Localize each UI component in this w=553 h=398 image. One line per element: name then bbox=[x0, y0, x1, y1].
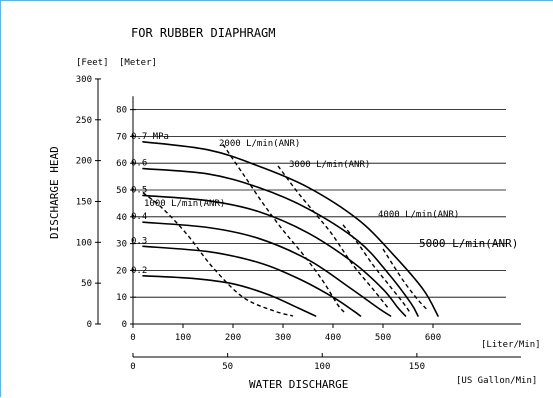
air-curve-label: 5000 L/min(ANR) bbox=[419, 237, 518, 250]
meter-tick-label: 70 bbox=[116, 132, 127, 142]
meter-tick-label: 50 bbox=[116, 186, 127, 196]
feet-tick-label: 150 bbox=[76, 197, 92, 207]
liter-tick-label: 200 bbox=[225, 333, 241, 343]
air-curve-1 bbox=[222, 144, 347, 314]
x-unit-gallon: [US Gallon/Min] bbox=[456, 376, 537, 386]
pressure-label: 0.5 bbox=[131, 185, 147, 195]
meter-tick-label: 20 bbox=[116, 266, 127, 276]
feet-tick-label: 0 bbox=[87, 320, 92, 330]
x-axis-label: WATER DISCHARGE bbox=[249, 378, 348, 391]
air-curve-0 bbox=[142, 192, 294, 317]
feet-tick-label: 250 bbox=[76, 116, 92, 126]
pressure-label: 0.3 bbox=[131, 236, 147, 246]
liter-tick-label: 300 bbox=[275, 333, 291, 343]
meter-tick-label: 80 bbox=[116, 106, 127, 116]
feet-tick-label: 200 bbox=[76, 157, 92, 167]
chart-title: FOR RUBBER DIAPHRAGM bbox=[131, 26, 276, 40]
liter-tick-label: 100 bbox=[175, 333, 191, 343]
liter-tick-label: 0 bbox=[130, 333, 135, 343]
meter-tick-label: 30 bbox=[116, 240, 127, 250]
pressure-curve-2 bbox=[142, 194, 407, 317]
pressure-label: 0.6 bbox=[131, 159, 147, 169]
air-curve-3 bbox=[342, 224, 412, 314]
air-curve-2 bbox=[277, 165, 389, 309]
pressure-curve-0 bbox=[142, 141, 439, 317]
feet-tick-label: 300 bbox=[76, 75, 92, 85]
feet-tick-label: 50 bbox=[81, 279, 92, 289]
feet-tick-label: 100 bbox=[76, 238, 92, 248]
meter-tick-label: 60 bbox=[116, 159, 127, 169]
liter-tick-label: 600 bbox=[425, 333, 441, 343]
pressure-curve-1 bbox=[142, 167, 419, 317]
gallon-tick-label: 100 bbox=[314, 362, 330, 372]
pressure-label: 0.4 bbox=[131, 212, 147, 222]
y-unit-meter: [Meter] bbox=[119, 58, 157, 68]
air-curve-label: 4000 L/min(ANR) bbox=[378, 210, 459, 220]
air-curve-label: 3000 L/min(ANR) bbox=[289, 160, 370, 170]
y-axis-label: DISCHARGE HEAD bbox=[48, 146, 61, 239]
meter-tick-label: 10 bbox=[116, 293, 127, 303]
liter-tick-label: 500 bbox=[375, 333, 391, 343]
pressure-label: 0.2 bbox=[131, 266, 147, 276]
pressure-label: 0.7 MPa bbox=[131, 132, 169, 142]
air-curve-label: 2000 L/min(ANR) bbox=[219, 139, 300, 149]
pressure-curve-4 bbox=[142, 245, 362, 317]
gallon-tick-label: 0 bbox=[130, 362, 135, 372]
air-curve-4 bbox=[382, 248, 429, 312]
x-unit-liter: [Liter/Min] bbox=[481, 340, 541, 350]
meter-tick-label: 40 bbox=[116, 213, 127, 223]
liter-tick-label: 400 bbox=[325, 333, 341, 343]
pressure-curve-3 bbox=[142, 221, 392, 317]
pressure-curve-5 bbox=[142, 275, 317, 317]
meter-tick-label: 0 bbox=[122, 320, 127, 330]
y-unit-feet: [Feet] bbox=[76, 58, 109, 68]
gallon-tick-label: 150 bbox=[409, 362, 425, 372]
air-curve-label: 1000 L/min(ANR) bbox=[144, 199, 225, 209]
gallon-tick-label: 50 bbox=[222, 362, 233, 372]
